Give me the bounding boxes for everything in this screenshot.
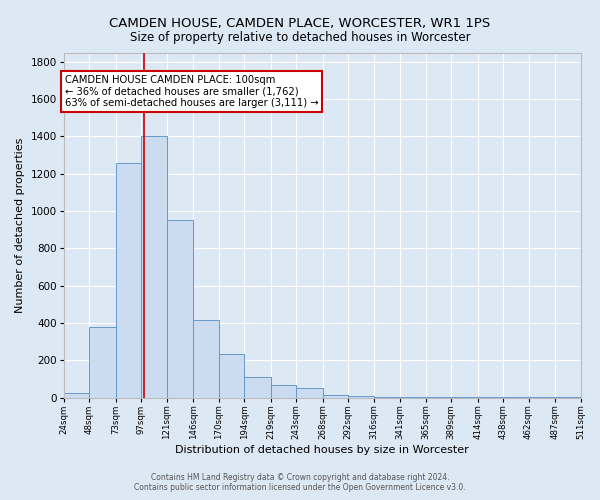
Y-axis label: Number of detached properties: Number of detached properties — [15, 138, 25, 313]
Bar — [193, 320, 218, 398]
Bar — [89, 326, 116, 398]
Bar — [141, 136, 167, 398]
Bar — [400, 397, 425, 398]
Bar — [64, 393, 89, 398]
Bar — [116, 162, 141, 398]
Bar — [348, 396, 374, 398]
Bar — [374, 396, 400, 398]
Text: CAMDEN HOUSE, CAMDEN PLACE, WORCESTER, WR1 1PS: CAMDEN HOUSE, CAMDEN PLACE, WORCESTER, W… — [109, 18, 491, 30]
Text: Size of property relative to detached houses in Worcester: Size of property relative to detached ho… — [130, 31, 470, 44]
Text: CAMDEN HOUSE CAMDEN PLACE: 100sqm
← 36% of detached houses are smaller (1,762)
6: CAMDEN HOUSE CAMDEN PLACE: 100sqm ← 36% … — [65, 75, 319, 108]
Bar — [244, 377, 271, 398]
Bar — [323, 395, 348, 398]
Bar — [296, 388, 323, 398]
Bar — [167, 220, 193, 398]
X-axis label: Distribution of detached houses by size in Worcester: Distribution of detached houses by size … — [175, 445, 469, 455]
Bar — [271, 384, 296, 398]
Bar — [218, 354, 244, 398]
Text: Contains HM Land Registry data © Crown copyright and database right 2024.
Contai: Contains HM Land Registry data © Crown c… — [134, 473, 466, 492]
